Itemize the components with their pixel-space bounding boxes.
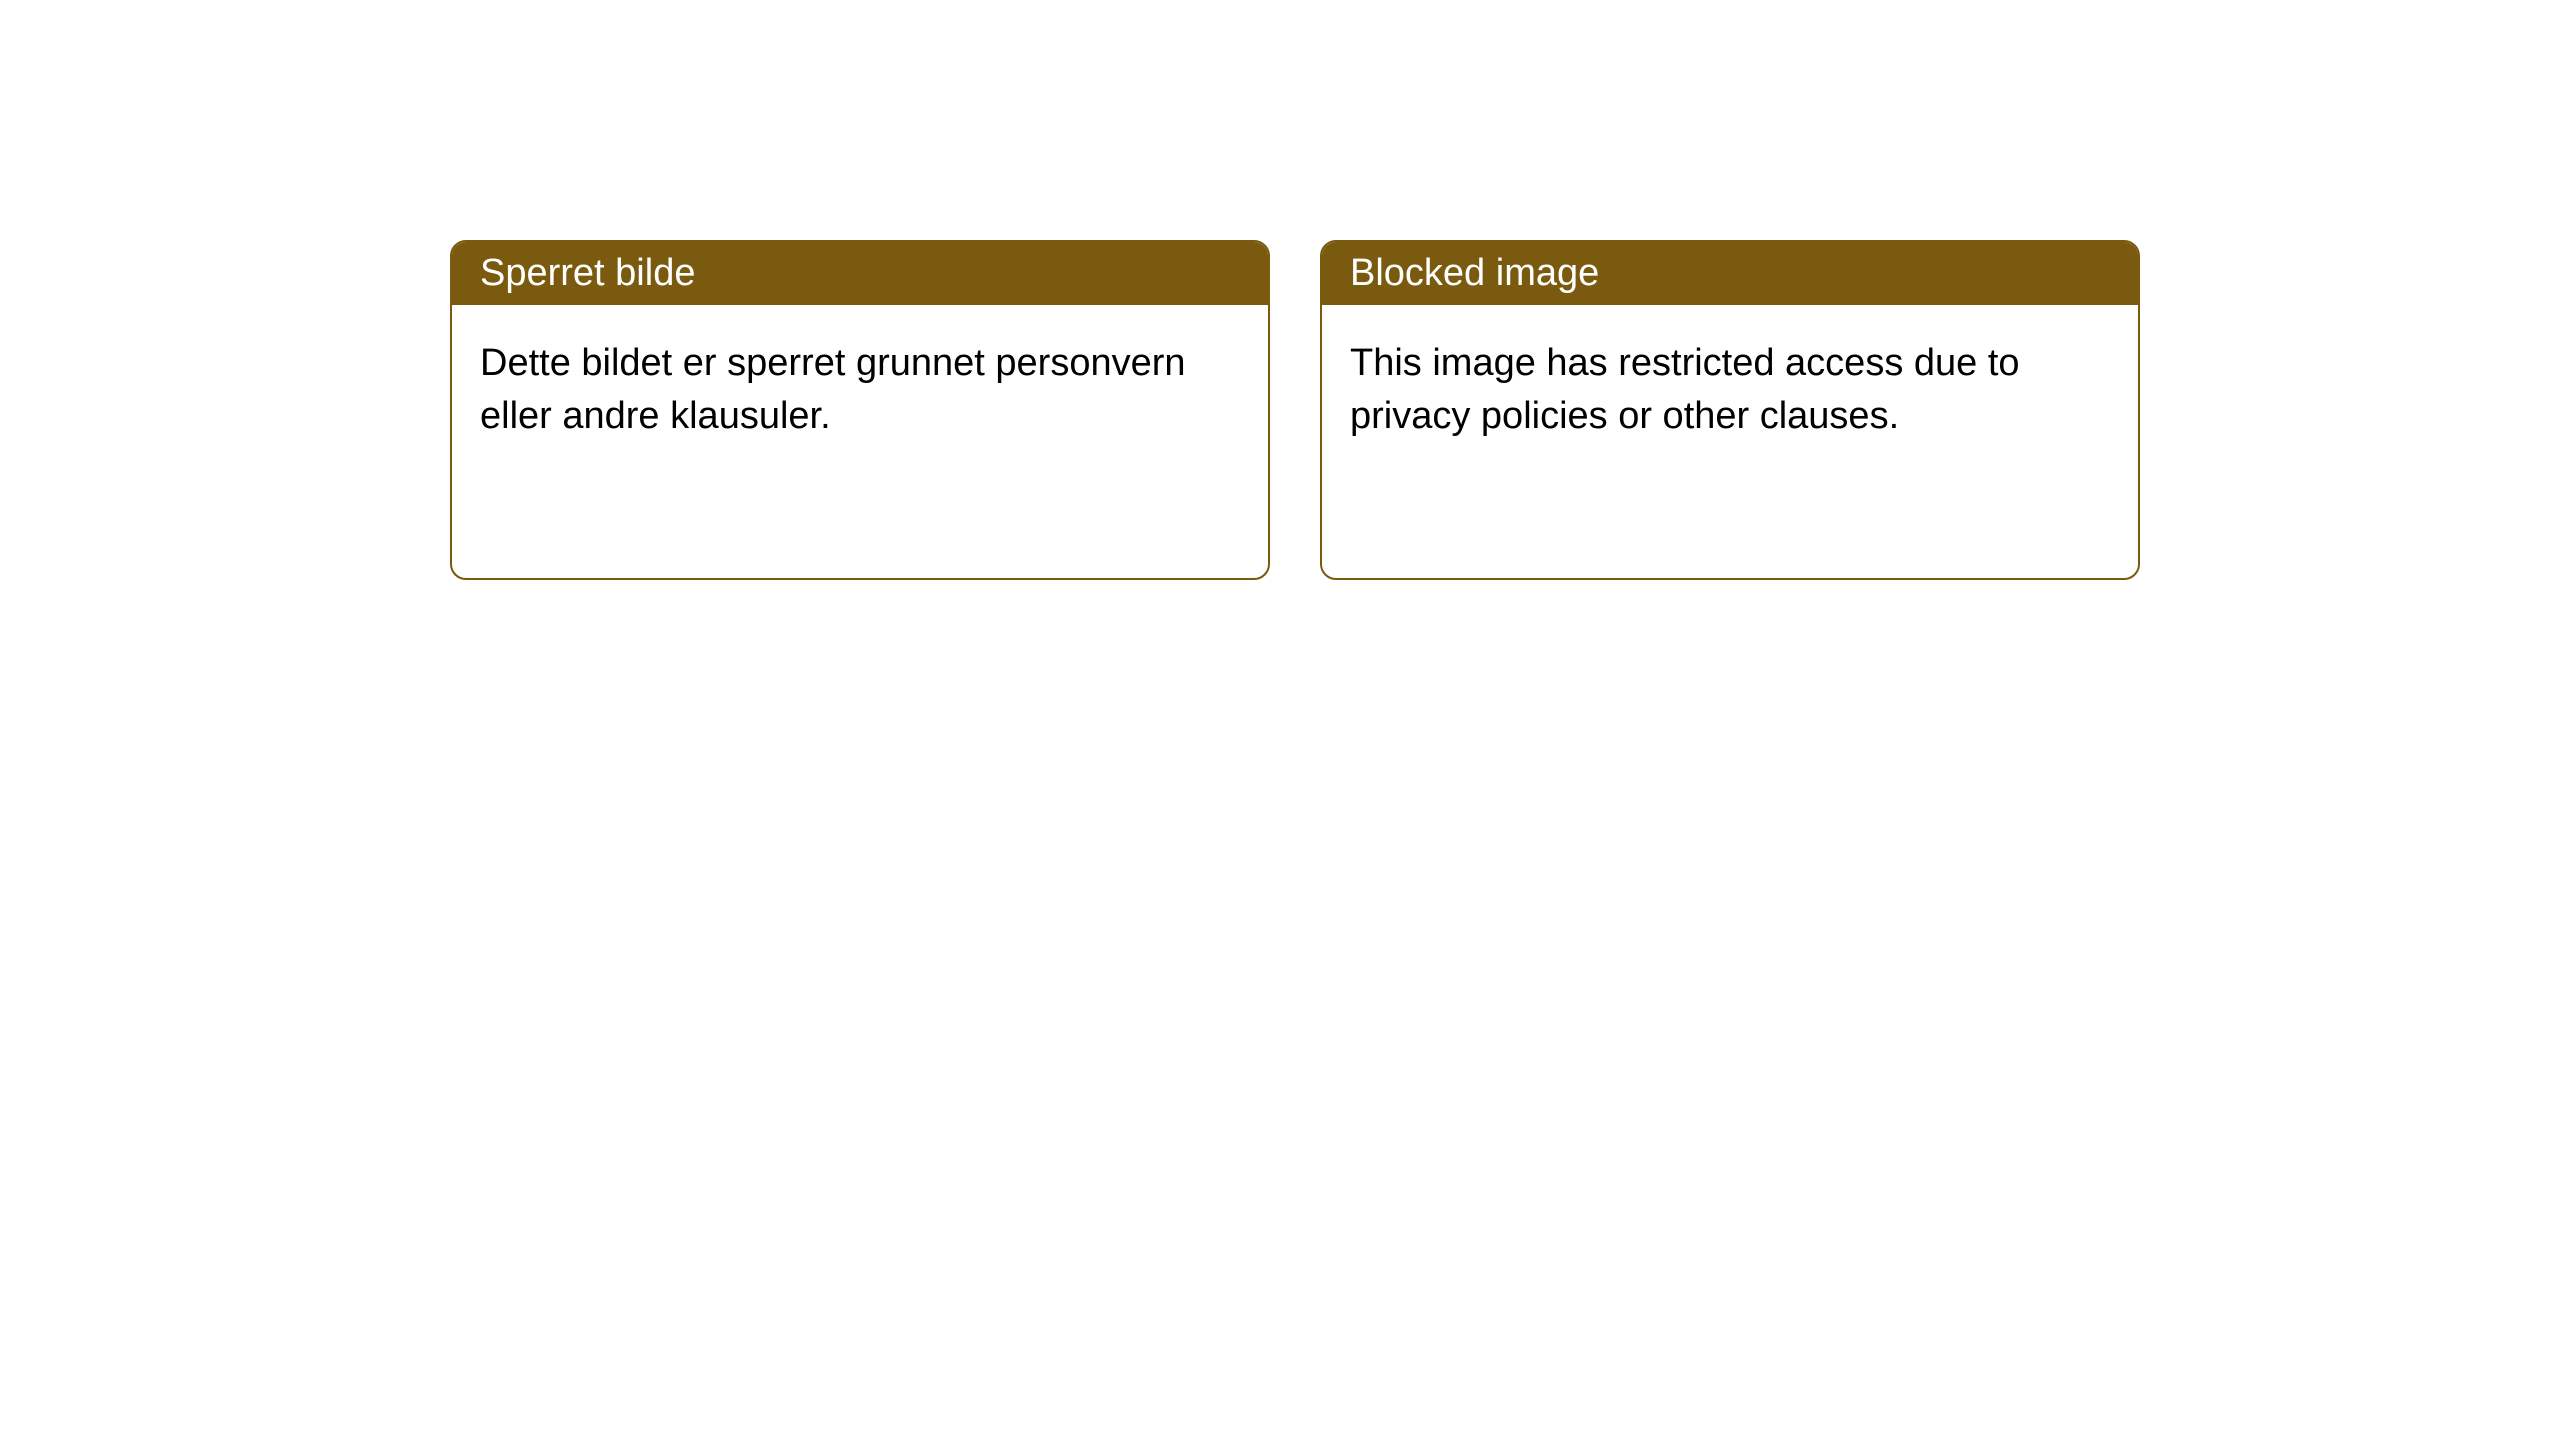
cards-container: Sperret bilde Dette bildet er sperret gr…	[0, 0, 2560, 580]
card-body: Dette bildet er sperret grunnet personve…	[452, 305, 1268, 475]
blocked-image-card-en: Blocked image This image has restricted …	[1320, 240, 2140, 580]
card-body: This image has restricted access due to …	[1322, 305, 2138, 475]
blocked-image-card-no: Sperret bilde Dette bildet er sperret gr…	[450, 240, 1270, 580]
card-header: Sperret bilde	[452, 242, 1268, 305]
card-header: Blocked image	[1322, 242, 2138, 305]
